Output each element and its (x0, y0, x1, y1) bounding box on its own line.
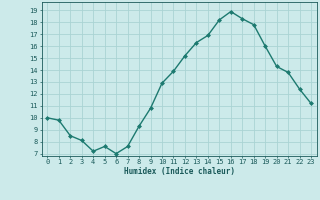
X-axis label: Humidex (Indice chaleur): Humidex (Indice chaleur) (124, 167, 235, 176)
